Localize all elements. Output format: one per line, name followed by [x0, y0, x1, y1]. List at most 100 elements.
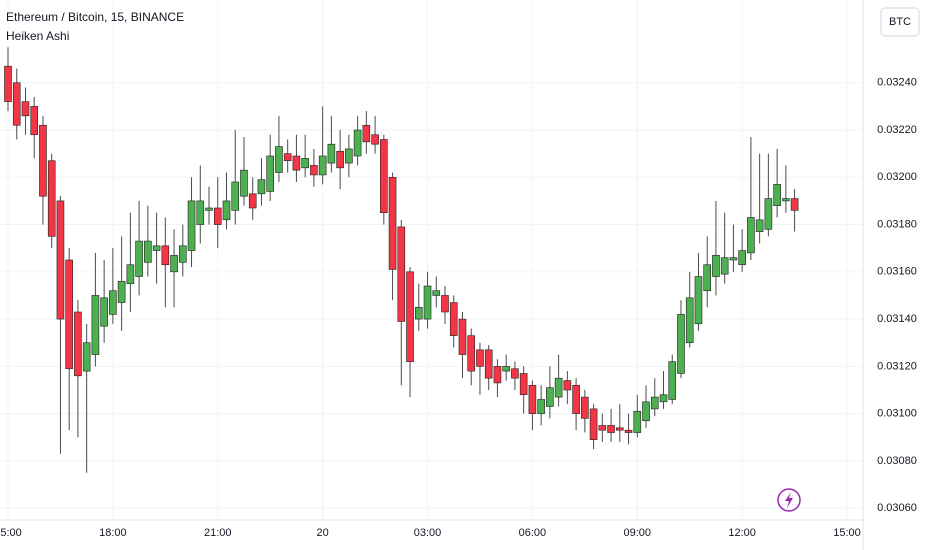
candle-body — [493, 366, 502, 384]
candle-body — [371, 134, 379, 145]
candle-body — [624, 429, 633, 433]
candle-body — [572, 384, 580, 414]
candle-body — [135, 240, 143, 277]
y-tick-label: 0.03080 — [877, 455, 917, 467]
candle-body — [537, 399, 545, 414]
candle-body — [292, 155, 301, 171]
candle-body — [353, 129, 362, 157]
lightning-icon[interactable] — [777, 488, 801, 512]
candle-body — [659, 394, 668, 403]
indicator-label: Heiken Ashi — [6, 29, 69, 43]
candle-body — [764, 198, 773, 230]
x-tick-label: 21:00 — [204, 527, 232, 539]
candle-body — [720, 257, 729, 275]
x-tick-label: 20 — [317, 527, 329, 539]
candle-body — [589, 408, 598, 440]
candle-body — [738, 250, 746, 266]
candle-body — [581, 396, 589, 419]
candle-body — [458, 318, 467, 355]
candle-body — [414, 306, 423, 320]
candle-body — [257, 179, 266, 195]
lightning-bolt — [785, 492, 793, 508]
candle-body — [170, 254, 178, 273]
candle-body — [196, 200, 205, 225]
candle-body — [161, 245, 170, 266]
candle-body — [528, 384, 537, 414]
candle-body — [563, 380, 572, 391]
candle-body — [423, 285, 432, 320]
candle-body — [82, 342, 91, 372]
candle-body — [310, 165, 318, 176]
y-tick-label: 0.03180 — [877, 218, 917, 230]
candle-body — [74, 311, 82, 377]
candle-body — [187, 200, 196, 251]
y-tick-label: 0.03240 — [877, 77, 917, 89]
candle-body — [126, 264, 135, 284]
candle-body — [56, 200, 65, 320]
candle-body — [432, 290, 441, 296]
chart-title: Ethereum / Bitcoin, 15, BINANCE — [6, 10, 184, 24]
candle-body — [694, 276, 703, 325]
candle-body — [703, 264, 712, 292]
candle-body — [441, 295, 449, 313]
x-tick-label: 09:00 — [624, 527, 652, 539]
candle-body — [100, 297, 108, 327]
candle-body — [729, 257, 738, 261]
y-tick-label: 0.03200 — [877, 171, 917, 183]
candle-body — [519, 373, 528, 396]
candle-body — [685, 297, 694, 344]
candle-body — [388, 176, 397, 270]
x-tick-label: 03:00 — [414, 527, 442, 539]
candle-body — [633, 410, 642, 433]
candle-body — [642, 401, 650, 422]
candle-body — [4, 65, 12, 102]
candle-body — [677, 314, 685, 374]
candle-body — [598, 425, 607, 431]
candle-body — [790, 198, 799, 211]
x-tick-label: 15:00 — [833, 527, 861, 539]
y-tick-label: 0.03220 — [877, 124, 917, 136]
candle-body — [397, 226, 406, 322]
currency-label[interactable]: BTC — [889, 16, 911, 28]
candle-body — [91, 295, 100, 355]
x-tick-label: 12:00 — [728, 527, 756, 539]
y-tick-label: 0.03120 — [877, 360, 917, 372]
candle-body — [179, 245, 187, 263]
candle-body — [231, 181, 240, 211]
candle-body — [511, 368, 519, 379]
candle-body — [47, 160, 56, 237]
candle-body — [318, 155, 327, 176]
y-tick-label: 0.03100 — [877, 408, 917, 420]
candle-body — [248, 193, 257, 209]
candle-body — [650, 396, 659, 410]
candle-body — [345, 148, 353, 164]
x-tick-label: 06:00 — [519, 527, 547, 539]
grid — [0, 0, 863, 520]
x-tick-label: 15:00 — [0, 527, 22, 539]
candle-body — [773, 184, 781, 206]
candle-body — [240, 169, 248, 197]
candle-body — [467, 335, 476, 372]
candle-body — [449, 302, 458, 336]
candle-body — [109, 290, 117, 315]
y-tick-label: 0.03060 — [877, 502, 917, 514]
candle-body — [380, 139, 388, 214]
candles — [4, 47, 799, 473]
candle-body — [30, 106, 39, 136]
currency-button[interactable] — [880, 7, 920, 37]
candle-body — [12, 82, 21, 126]
candle-body — [205, 207, 213, 211]
candle-body — [668, 361, 677, 400]
candle-body — [65, 259, 73, 370]
candle-body — [21, 101, 30, 117]
candle-body — [327, 143, 336, 164]
candle-body — [283, 153, 292, 162]
candle-body — [144, 240, 152, 263]
candle-body — [755, 219, 764, 232]
candle-body — [213, 207, 222, 225]
candle-body — [301, 158, 309, 169]
candle-body — [362, 124, 371, 143]
